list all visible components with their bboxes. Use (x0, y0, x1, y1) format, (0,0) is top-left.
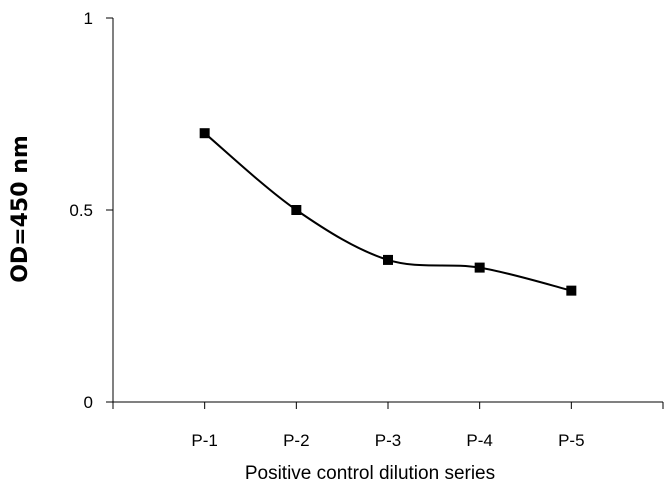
axes (106, 17, 664, 409)
x-tick-label: P-3 (375, 431, 401, 450)
series-line (204, 132, 572, 292)
y-tick-label: 1 (84, 9, 93, 28)
data-point-marker (474, 262, 485, 273)
x-tick-label: P-2 (283, 431, 309, 450)
x-tick-label: P-4 (466, 431, 492, 450)
data-point-marker (199, 128, 210, 139)
data-point-marker (291, 205, 302, 215)
x-tick-labels: P-1 P-2 P-3 P-4 P-5 (191, 431, 584, 450)
x-tick-label: P-1 (191, 431, 217, 450)
x-tick-label: P-5 (558, 431, 584, 450)
data-point-marker (566, 285, 577, 296)
y-tick-label: 0.5 (69, 201, 93, 220)
y-axis-title: OD=450 nm (8, 135, 33, 283)
series-group (199, 128, 577, 296)
data-point-marker (383, 254, 393, 265)
y-tick-labels: 00.51 (69, 9, 93, 412)
y-tick-label: 0 (84, 393, 93, 412)
x-axis-title: Positive control dilution series (245, 463, 495, 484)
